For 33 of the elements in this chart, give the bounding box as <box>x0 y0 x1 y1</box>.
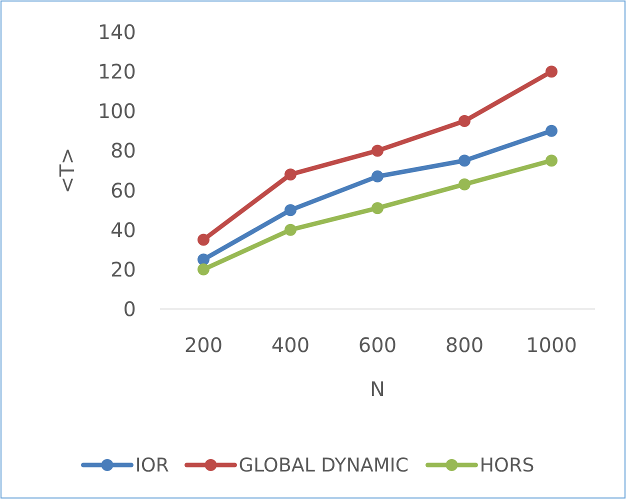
point <box>458 154 470 167</box>
y-tick-label: 120 <box>98 60 136 84</box>
x-tick-label: 600 <box>358 333 397 357</box>
y-tick-label: 60 <box>110 178 136 202</box>
point <box>284 204 296 216</box>
legend-label: GLOBAL DYNAMIC <box>238 454 409 477</box>
y-tick-label: 40 <box>110 218 136 242</box>
point <box>546 66 558 78</box>
y-axis-title: <T> <box>55 148 79 194</box>
y-tick-label: 100 <box>98 99 136 124</box>
point <box>546 154 558 167</box>
point <box>198 234 210 246</box>
point <box>284 224 296 236</box>
point <box>458 178 470 190</box>
legend-label: IOR <box>135 454 170 477</box>
y-tick-label: 20 <box>110 257 136 282</box>
x-axis-title: N <box>370 377 385 401</box>
y-tick-label: 140 <box>98 20 136 44</box>
x-tick-label: 1000 <box>526 333 577 357</box>
y-tick-label: 80 <box>110 138 136 163</box>
point <box>198 254 210 266</box>
point <box>372 144 384 157</box>
point <box>198 263 210 276</box>
x-tick-label: 200 <box>184 333 223 357</box>
point <box>458 115 470 128</box>
x-tick-label: 800 <box>445 333 484 357</box>
point <box>372 170 384 182</box>
y-tick-label: 0 <box>123 297 136 321</box>
point <box>546 124 558 137</box>
x-tick-label: 400 <box>271 333 310 357</box>
point <box>284 168 296 180</box>
point <box>372 202 384 214</box>
legend-label: HORS <box>480 454 534 477</box>
